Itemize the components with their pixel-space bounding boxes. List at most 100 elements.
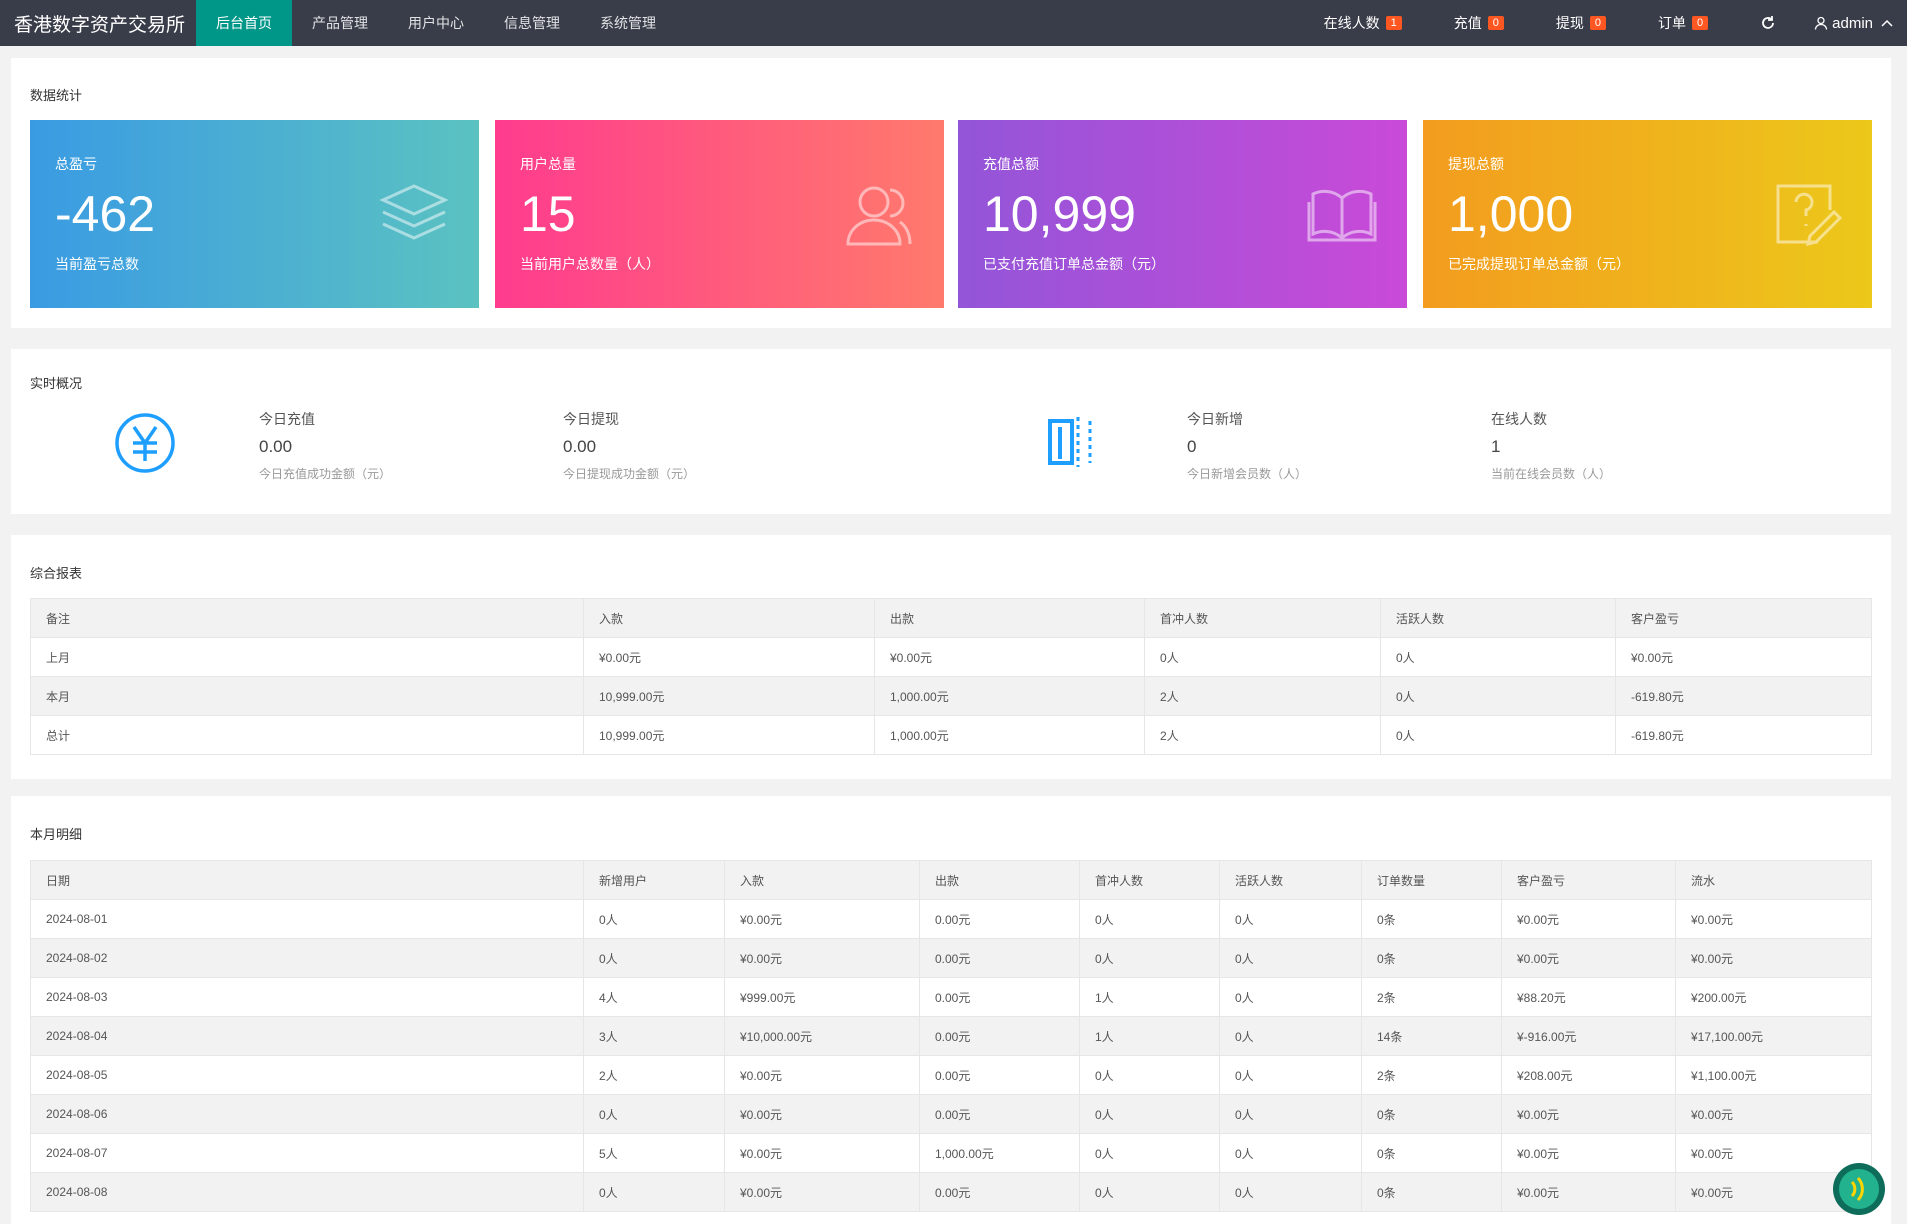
table-cell: ¥0.00元 (1501, 938, 1676, 978)
badge: 0 (1487, 16, 1504, 30)
table-cell: 1人 (1079, 1016, 1220, 1056)
card-desc: 当前用户总数量（人） (520, 256, 660, 272)
card-icon (1776, 184, 1842, 246)
table-cell: 2024-08-07 (30, 1133, 584, 1173)
table-cell: ¥17,100.00元 (1675, 1016, 1872, 1056)
table-cell: ¥0.00元 (1675, 1094, 1872, 1134)
column-header: 入款 (724, 860, 920, 900)
menu-item[interactable]: 信息管理 (504, 15, 560, 31)
table-cell: 1,000.00元 (874, 676, 1145, 716)
table-cell: ¥1,100.00元 (1675, 1055, 1872, 1095)
nav-label: 在线人数 (1323, 15, 1380, 31)
stats-panel: 数据统计 总盈亏 -462 当前盈亏总数 用户总量 15 当前用户总数量（人） … (11, 58, 1891, 328)
card-icon (379, 184, 449, 240)
refresh-icon[interactable] (1760, 15, 1776, 31)
table-cell: 0人 (583, 899, 725, 939)
table-cell: 0.00元 (919, 1016, 1080, 1056)
header-row: 备注 入款 出款 首冲人数 活跃人数 客户盈亏 (30, 598, 1872, 638)
panel-title: 实时概况 (30, 376, 83, 391)
thead: 日期 新增用户 入款 出款 首冲人数 活跃人数 订单数量 客户盈亏 流水 (30, 860, 1872, 900)
item-value: 0.00 (563, 437, 597, 456)
realtime-panel: 实时概况 今日充值 0.00 今日充值成功金额（元） 今日提现 0.00 今日提现成功金… (11, 349, 1891, 514)
nav-link[interactable]: 充值 0 (1454, 13, 1504, 33)
table-cell: 2人 (583, 1055, 725, 1095)
table-cell: 0人 (1219, 1094, 1362, 1134)
user-menu[interactable]: admin (1814, 15, 1893, 32)
table-cell: 0人 (583, 1172, 725, 1212)
table-cell: 2024-08-01 (30, 899, 584, 939)
table-row: 2024-08-03 4人 ¥999.00元 0.00元 1人 0人 2条 ¥88.20元 ¥2… (30, 977, 1872, 1017)
item-value: 1 (1491, 437, 1501, 456)
top-nav: 香港数字资产交易所 后台首页 产品管理 用户中心 信息管理 系统管理 在线人数 1… (0, 0, 1907, 46)
table-cell: 2024-08-05 (30, 1055, 584, 1095)
column-header: 首冲人数 (1144, 598, 1381, 638)
table-cell: 0人 (1219, 1016, 1362, 1056)
yuan-icon (115, 413, 175, 473)
card-title: 提现总额 (1448, 156, 1504, 172)
table-cell: 0.00元 (919, 1055, 1080, 1095)
table-cell: 14条 (1361, 1016, 1502, 1056)
column-header: 入款 (583, 598, 875, 638)
table-cell: 0人 (1079, 1055, 1220, 1095)
table-cell: ¥0.00元 (724, 1172, 920, 1212)
item-value: 0 (1187, 437, 1197, 456)
username: admin (1832, 14, 1873, 32)
badge: 0 (1589, 16, 1607, 30)
table-cell: 2024-08-08 (30, 1172, 584, 1212)
table-cell: ¥208.00元 (1501, 1055, 1676, 1095)
table-cell: 0人 (1079, 1172, 1220, 1212)
panel-title: 综合报表 (30, 566, 83, 581)
float-button[interactable] (1832, 1162, 1886, 1216)
table-cell: 10,999.00元 (583, 715, 875, 755)
nav-label: 订单 (1658, 15, 1687, 31)
card-value: 15 (520, 186, 576, 242)
table-cell: 0人 (1079, 1094, 1220, 1134)
menu-item[interactable]: 系统管理 (600, 15, 656, 31)
item-value: 0.00 (259, 437, 293, 456)
table-cell: 0人 (1144, 637, 1381, 677)
monthly-table: 日期 新增用户 入款 出款 首冲人数 活跃人数 订单数量 客户盈亏 流水 2024-08-01 0人… (30, 860, 1872, 1212)
table-cell: 总计 (30, 715, 584, 755)
card-desc: 已支付充值订单总金额（元） (983, 256, 1165, 272)
table-cell: 5人 (583, 1133, 725, 1173)
table-cell: 0人 (1079, 1133, 1220, 1173)
table-row: 2024-08-07 5人 ¥0.00元 1,000.00元 0人 0人 0条 ¥0.00元 ¥… (30, 1133, 1872, 1173)
table-cell: 0条 (1361, 899, 1502, 939)
table-cell: ¥0.00元 (724, 938, 920, 978)
table-cell: ¥0.00元 (874, 637, 1145, 677)
table-cell: 0人 (1219, 977, 1362, 1017)
stat-card: 充值总额 10,999 已支付充值订单总金额（元） (958, 120, 1407, 308)
table-cell: ¥0.00元 (1501, 1172, 1676, 1212)
column-header: 新增用户 (583, 860, 725, 900)
menu-item[interactable]: 产品管理 (312, 15, 368, 31)
item-title: 今日提现 (563, 411, 619, 427)
table-cell: 0人 (1219, 899, 1362, 939)
table-cell: 2条 (1361, 1055, 1502, 1095)
menu-item[interactable]: 用户中心 (408, 15, 464, 31)
nav-link[interactable]: 在线人数 1 (1324, 13, 1402, 33)
nav-link[interactable]: 订单 0 (1658, 13, 1709, 33)
table-cell: 本月 (30, 676, 584, 716)
table-cell: ¥0.00元 (1675, 899, 1872, 939)
nav-link[interactable]: 提现 0 (1556, 13, 1607, 33)
table-cell: ¥0.00元 (1501, 1133, 1676, 1173)
column-header: 首冲人数 (1079, 860, 1220, 900)
table-cell: ¥0.00元 (1615, 637, 1872, 677)
stat-card: 提现总额 1,000 已完成提现订单总金额（元） (1423, 120, 1872, 308)
table-row: 2024-08-06 0人 ¥0.00元 0.00元 0人 0人 0条 ¥0.00元 ¥0.00… (30, 1094, 1872, 1134)
table-cell: 3人 (583, 1016, 725, 1056)
table-cell: 2人 (1144, 676, 1381, 716)
table-cell: ¥0.00元 (724, 1055, 920, 1095)
table-cell: ¥0.00元 (1501, 1094, 1676, 1134)
table-cell: 0.00元 (919, 1094, 1080, 1134)
table-cell: ¥-916.00元 (1501, 1016, 1676, 1056)
column-header: 出款 (919, 860, 1080, 900)
table-cell: 4人 (583, 977, 725, 1017)
realtime-item: 在线人数 1 当前在线会员数（人） (1491, 409, 1611, 482)
table-cell: 1,000.00元 (919, 1133, 1080, 1173)
table-cell: 0条 (1361, 938, 1502, 978)
card-value: 1,000 (1448, 186, 1574, 242)
menu-item[interactable]: 后台首页 (196, 0, 292, 46)
table-cell: ¥0.00元 (724, 1133, 920, 1173)
